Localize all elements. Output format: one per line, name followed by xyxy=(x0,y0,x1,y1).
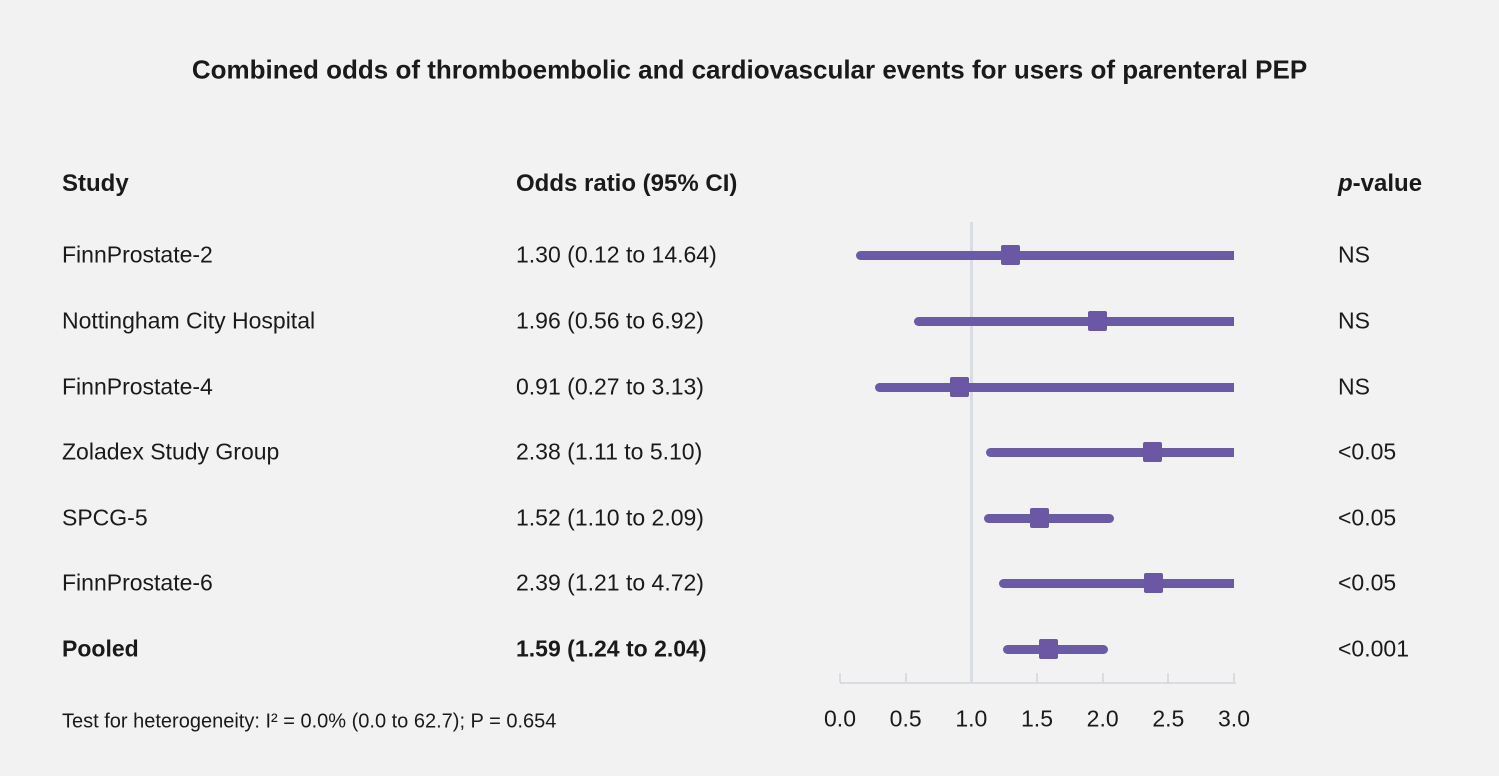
axis-tick-label: 1.0 xyxy=(955,705,988,732)
ci-bar xyxy=(985,447,1234,457)
column-header-p-value: p-value xyxy=(1338,170,1422,198)
odds-ratio-label: 0.91 (0.27 to 3.13) xyxy=(516,373,704,400)
odds-ratio-label: 1.96 (0.56 to 6.92) xyxy=(516,307,704,334)
axis-tick xyxy=(1233,673,1235,682)
p-value-label: <0.001 xyxy=(1338,635,1409,662)
study-label: Pooled xyxy=(62,635,139,662)
study-label: FinnProstate-6 xyxy=(62,569,213,596)
p-value-label: <0.05 xyxy=(1338,569,1397,596)
chart-title: Combined odds of thromboembolic and card… xyxy=(191,54,1308,85)
odds-ratio-label: 1.59 (1.24 to 2.04) xyxy=(516,635,707,662)
p-value-rest: -value xyxy=(1352,170,1423,197)
p-value-label: NS xyxy=(1338,241,1370,268)
p-value-label: NS xyxy=(1338,373,1370,400)
point-estimate-marker xyxy=(1030,508,1050,528)
point-estimate-marker xyxy=(1087,311,1107,331)
axis-tick xyxy=(1167,673,1170,682)
axis-tick-label: 3.0 xyxy=(1218,705,1250,732)
axis-tick-label: 2.0 xyxy=(1086,705,1119,732)
heterogeneity-note: Test for heterogeneity: I² = 0.0% (0.0 t… xyxy=(62,710,557,733)
axis-tick-label: 2.5 xyxy=(1152,705,1185,732)
odds-ratio-label: 1.30 (0.12 to 14.64) xyxy=(516,241,717,268)
point-estimate-marker xyxy=(1143,442,1163,462)
odds-ratio-label: 2.39 (1.21 to 4.72) xyxy=(516,569,704,596)
study-label: FinnProstate-4 xyxy=(62,373,213,400)
study-label: Zoladex Study Group xyxy=(62,438,280,465)
ci-bar xyxy=(913,316,1234,326)
odds-ratio-label: 2.38 (1.11 to 5.10) xyxy=(516,438,703,465)
reference-line xyxy=(969,222,973,682)
study-label: Nottingham City Hospital xyxy=(62,307,316,334)
odds-ratio-label: 1.52 (1.10 to 2.09) xyxy=(516,504,704,531)
ci-bar xyxy=(984,513,1115,523)
axis-tick xyxy=(839,673,841,682)
axis-tick xyxy=(904,673,907,682)
axis-tick xyxy=(1036,673,1038,682)
study-label: SPCG-5 xyxy=(62,504,148,531)
column-header-study: Study xyxy=(62,170,129,197)
ci-bar xyxy=(855,250,1234,260)
axis-tick-label: 0.0 xyxy=(824,705,856,732)
axis-tick-label: 1.5 xyxy=(1021,705,1053,732)
ci-bar xyxy=(875,382,1234,392)
point-estimate-marker xyxy=(950,377,969,397)
study-label: FinnProstate-2 xyxy=(62,241,213,268)
ci-bar xyxy=(998,578,1234,588)
point-estimate-marker xyxy=(1001,245,1021,265)
axis-tick xyxy=(1101,673,1104,682)
p-value-label: <0.05 xyxy=(1338,504,1397,531)
axis-tick-label: 0.5 xyxy=(889,705,922,732)
point-estimate-marker xyxy=(1144,573,1164,593)
p-value-label: NS xyxy=(1338,307,1370,334)
point-estimate-marker xyxy=(1039,639,1059,659)
column-header-odds-ratio: Odds ratio (95% CI) xyxy=(516,170,738,197)
p-value-italic-p: p xyxy=(1338,170,1353,197)
x-axis-line xyxy=(840,682,1236,684)
axis-tick xyxy=(970,673,973,682)
p-value-label: <0.05 xyxy=(1338,438,1397,465)
